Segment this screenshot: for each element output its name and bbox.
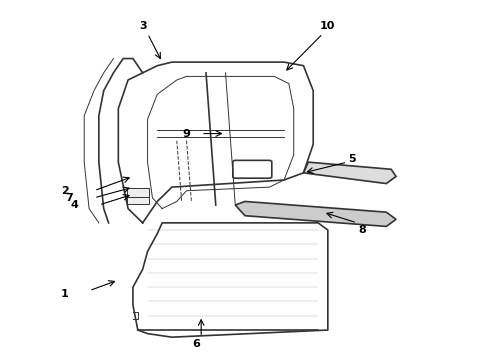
Polygon shape [303, 162, 396, 184]
FancyBboxPatch shape [127, 197, 148, 204]
Text: 2: 2 [61, 186, 69, 196]
Text: 9: 9 [183, 129, 191, 139]
Text: 10: 10 [320, 21, 336, 31]
FancyBboxPatch shape [127, 188, 148, 197]
Text: 5: 5 [348, 154, 356, 163]
Polygon shape [235, 202, 396, 226]
Text: 7: 7 [66, 193, 74, 203]
Text: 6: 6 [193, 339, 200, 349]
Text: 4: 4 [71, 200, 78, 210]
Text: 3: 3 [139, 21, 147, 31]
Text: 1: 1 [61, 289, 69, 299]
Text: 8: 8 [358, 225, 366, 235]
